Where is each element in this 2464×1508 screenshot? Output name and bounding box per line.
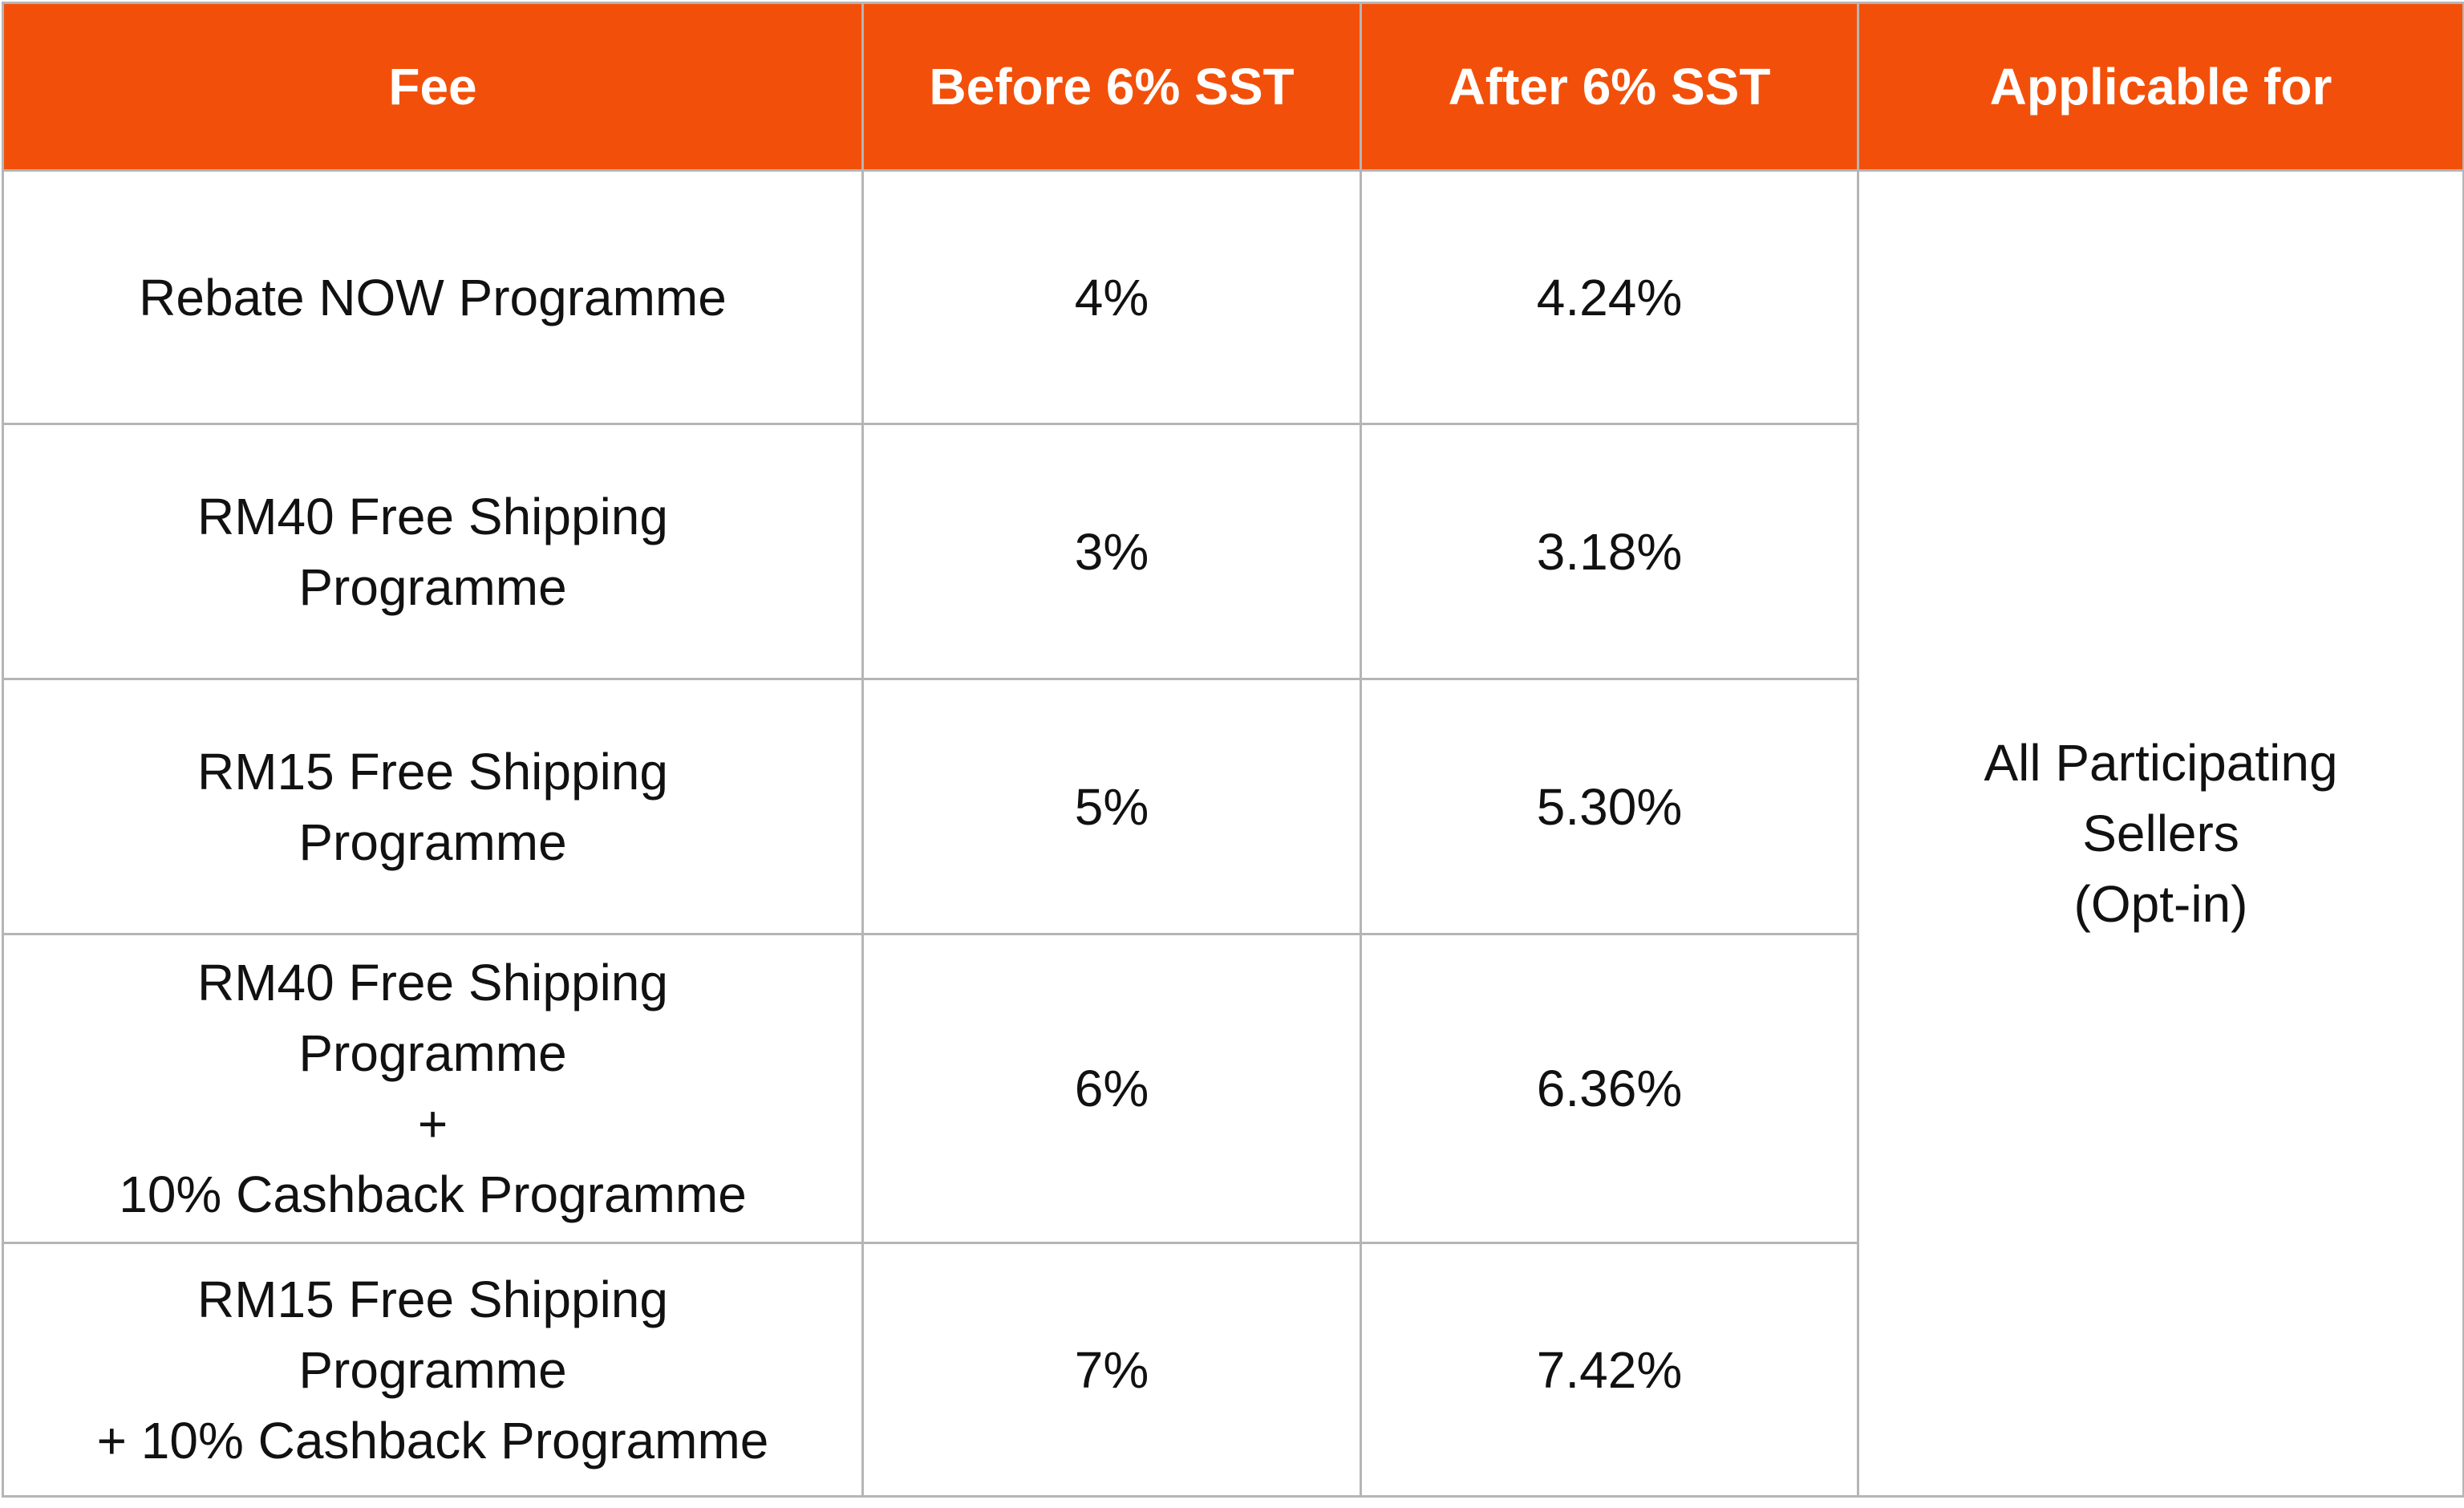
fee-line: 10% Cashback Programme xyxy=(119,1165,747,1223)
table-row: RM15 Free Shipping Programme + 10% Cashbac… xyxy=(2,1242,2464,1498)
fee-line: Programme xyxy=(298,557,567,616)
before-cell: 3% xyxy=(861,423,1362,680)
fee-cell: Rebate NOW Programme xyxy=(2,169,864,425)
fee-cell: RM40 Free Shipping Programme xyxy=(2,423,864,680)
table-row: RM15 Free Shipping Programme 5% 5.30% xyxy=(2,678,2464,935)
fee-cell: RM15 Free Shipping Programme xyxy=(2,678,864,935)
header-cell: After 6% SST xyxy=(1360,2,1859,172)
header-cell: Applicable for xyxy=(1857,2,2464,172)
table-row: RM40 Free Shipping Programme +10% Cashback… xyxy=(2,933,2464,1244)
applicable-line: (Opt-in) xyxy=(2073,875,2248,933)
header-cell: Before 6% SST xyxy=(861,2,1362,172)
fee-line: RM40 Free Shipping xyxy=(197,954,668,1011)
fee-line: Programme xyxy=(298,1024,567,1082)
after-cell: 7.42% xyxy=(1360,1242,1859,1498)
before-cell: 6% xyxy=(861,933,1362,1244)
before-cell: 4% xyxy=(861,169,1362,425)
table-row: RM40 Free Shipping Programme 3% 3.18% xyxy=(2,423,2464,680)
after-cell: 4.24% xyxy=(1360,169,1859,425)
after-cell: 5.30% xyxy=(1360,678,1859,935)
fee-line: RM40 Free Shipping xyxy=(197,487,668,545)
fee-cell: RM40 Free Shipping Programme +10% Cashback… xyxy=(2,933,864,1244)
before-cell: 7% xyxy=(861,1242,1362,1498)
after-cell: 3.18% xyxy=(1360,423,1859,680)
fee-line: Programme xyxy=(298,1340,567,1399)
before-cell: 5% xyxy=(861,678,1362,935)
table-row: Rebate NOW Programme 4% 4.24% All Participa… xyxy=(2,169,2464,1498)
header-row: Fee Before 6% SST After 6% SST Applicable f… xyxy=(2,2,2464,172)
fee-line: + 10% Cashback Programme xyxy=(96,1411,769,1469)
table-body: Rebate NOW Programme 4% 4.24% All Participa… xyxy=(2,169,2464,1498)
applicable-line: All Participating xyxy=(1984,734,2338,792)
after-cell: 6.36% xyxy=(1360,933,1859,1244)
fee-line: RM15 Free Shipping xyxy=(197,742,668,801)
header-cell: Fee xyxy=(2,2,864,172)
fee-line: RM15 Free Shipping xyxy=(197,1270,668,1328)
applicable-line: Sellers xyxy=(2082,805,2239,862)
fee-line: Programme xyxy=(298,813,567,871)
applicable-cell: All Participating Sellers (Opt-in) xyxy=(1857,169,2464,1498)
fee-line: + xyxy=(417,1095,448,1153)
fee-line: Rebate NOW Programme xyxy=(139,268,727,326)
fee-cell: RM15 Free Shipping Programme + 10% Cashbac… xyxy=(2,1242,864,1498)
